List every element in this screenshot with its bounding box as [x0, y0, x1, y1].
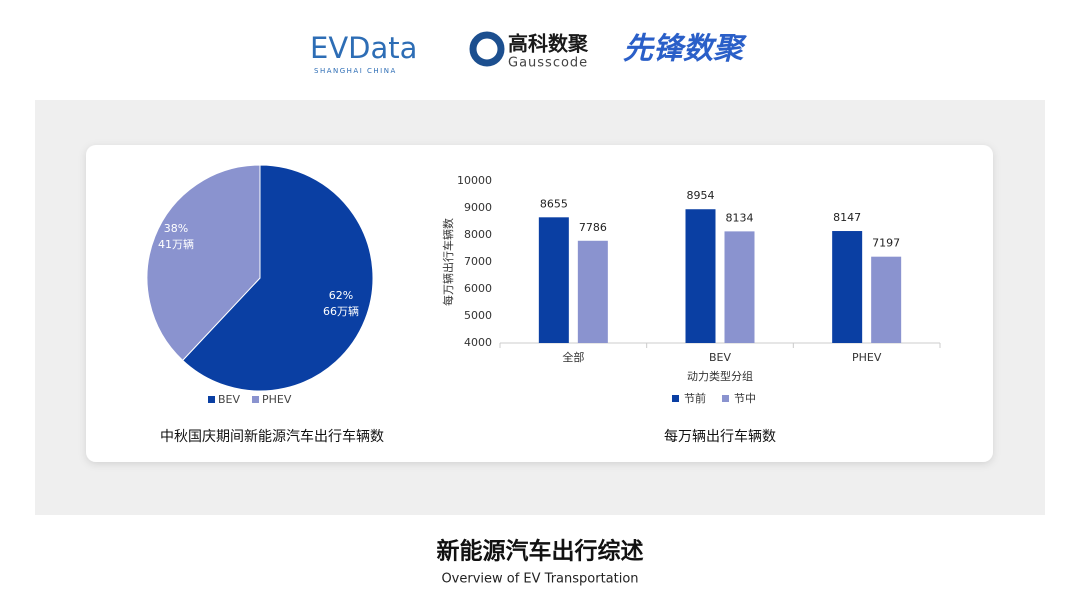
legend-label: 节前 [684, 391, 706, 405]
data-label: 8954 [687, 189, 715, 202]
x-tick-label: BEV [709, 351, 731, 364]
logo-icon [469, 31, 505, 67]
legend-swatch [672, 395, 679, 402]
legend-swatch [252, 396, 259, 403]
logo-gauss-sub: Gausscode [508, 56, 588, 71]
count-label: 66万辆 [323, 304, 359, 318]
legend-swatch [208, 396, 215, 403]
y-tick-label: 10000 [457, 174, 492, 187]
bar [832, 231, 863, 343]
logo-evdata-sub: SHANGHAI CHINA [314, 67, 397, 75]
legend-label: 节中 [734, 392, 756, 405]
legend-label: BEV [218, 393, 240, 406]
y-tick-label: 8000 [464, 228, 492, 241]
chart-title: 每万辆出行车辆数 [664, 428, 776, 445]
y-tick-label: 5000 [464, 309, 492, 322]
pie-slice [181, 164, 374, 392]
logo-xianfeng: 先锋数聚 [623, 32, 747, 67]
y-tick-label: 6000 [464, 282, 492, 295]
data-label: 8134 [726, 211, 754, 224]
data-label: 8655 [540, 197, 568, 210]
bar [871, 256, 902, 343]
value-label: 62% [329, 289, 353, 302]
value-label: 38% [164, 222, 188, 235]
logo-evdata: EVData [310, 31, 417, 65]
footer-title: 新能源汽车出行综述 [437, 538, 644, 565]
x-tick-label: 全部 [562, 350, 584, 364]
x-tick-label: PHEV [852, 351, 882, 364]
data-label: 7786 [579, 221, 607, 234]
count-label: 41万辆 [158, 237, 194, 251]
data-label: 7197 [872, 237, 900, 250]
bar [577, 240, 608, 343]
footer-subtitle: Overview of EV Transportation [441, 572, 638, 587]
y-axis-title: 每万辆出行车辆数 [441, 218, 455, 306]
y-tick-label: 7000 [464, 255, 492, 268]
bar [724, 231, 755, 343]
chart-title: 中秋国庆期间新能源汽车出行车辆数 [160, 428, 384, 445]
legend-swatch [722, 395, 729, 402]
bar [685, 209, 716, 343]
bar [538, 217, 569, 343]
y-tick-label: 9000 [464, 201, 492, 214]
logo-gauss: 高科数聚 [508, 32, 589, 56]
x-axis-title: 动力类型分组 [687, 369, 753, 383]
pie-slice [146, 164, 261, 362]
legend-label: PHEV [262, 393, 292, 406]
y-tick-label: 4000 [464, 336, 492, 349]
data-label: 8147 [833, 211, 861, 224]
